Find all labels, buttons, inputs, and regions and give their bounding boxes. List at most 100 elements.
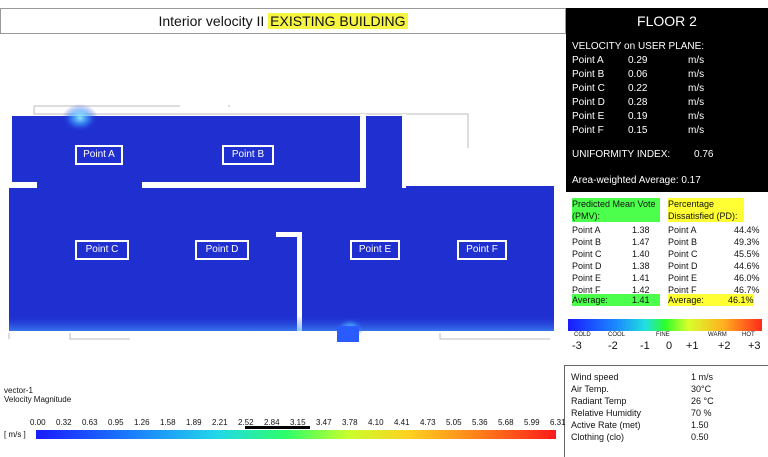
comfort-row: Point C 1.40 Point C 45.5% — [572, 248, 766, 260]
scale-num: +1 — [686, 340, 699, 352]
condition-row: Radiant Temp 26 °C — [571, 395, 761, 407]
wall — [297, 232, 302, 331]
pmv-heading: Predicted Mean Vote (PMV): — [572, 198, 660, 222]
condition-value: 26 °C — [691, 396, 714, 406]
legend-tick: 1.26 — [134, 418, 150, 427]
pmv-value: 1.41 — [632, 273, 650, 283]
legend-tick: 2.21 — [212, 418, 228, 427]
velocity-row: Point B 0.06 m/s — [572, 68, 762, 82]
ppd-value: 45.5% — [734, 249, 760, 259]
pmv-value: 1.38 — [632, 225, 650, 235]
legend-tick: 1.89 — [186, 418, 202, 427]
conditions-panel: Wind speed 1 m/s Air Temp. 30°C Radiant Temp… — [564, 365, 768, 457]
page-title: Interior velocity II EXISTING BUILDING — [0, 8, 566, 34]
pmv-value: 1.40 — [632, 249, 650, 259]
velocity-value: 0.28 — [628, 97, 648, 108]
base-outline — [8, 333, 550, 340]
velocity-point: Point C — [572, 83, 605, 94]
velocity-unit: m/s — [688, 83, 705, 94]
scale-word-cold: COLD — [574, 332, 591, 338]
legend-unit: [ m/s ] — [4, 430, 26, 439]
condition-label: Relative Humidity — [571, 408, 642, 418]
legend-tick: 0.63 — [82, 418, 98, 427]
uniformity-row: UNIFORMITY INDEX: 0.76 — [572, 148, 762, 162]
pmv-scale-words: COLD COOL FINE WARM HOT — [568, 332, 768, 342]
condition-value: 30°C — [691, 384, 712, 394]
point-b-label: Point B — [222, 145, 274, 165]
ppd-value: 46.0% — [734, 273, 760, 283]
opening — [337, 326, 359, 342]
building-outline — [33, 105, 469, 148]
pmv-point: Point A — [572, 225, 601, 235]
velocity-value: 0.22 — [628, 83, 648, 94]
legend-color-bar — [36, 430, 556, 439]
velocity-point: Point E — [572, 111, 605, 122]
velocity-row: Point F 0.15 m/s — [572, 124, 762, 138]
condition-label: Clothing (clo) — [571, 432, 625, 442]
pmv-average-value: 1.41 — [632, 295, 650, 305]
comfort-row: Point A 1.38 Point A 44.4% — [572, 224, 766, 236]
velocity-point: Point B — [572, 69, 605, 80]
legend-tick: 5.68 — [498, 418, 514, 427]
legend-tick: 4.10 — [368, 418, 384, 427]
floor-label: FLOOR 2 — [566, 8, 768, 34]
condition-label: Radiant Temp — [571, 396, 627, 406]
pmv-heading-line1: Predicted Mean Vote — [572, 199, 656, 209]
point-d-label: Point D — [195, 240, 249, 260]
pmv-value: 1.42 — [632, 285, 650, 295]
pmv-scale-numbers: -3 -2 -1 0 +1 +2 +3 — [568, 340, 768, 354]
velocity-unit: m/s — [688, 111, 705, 122]
ppd-point: Point D — [668, 261, 698, 271]
ppd-point: Point F — [668, 285, 697, 295]
velocity-panel: VELOCITY on USER PLANE: Point A 0.29 m/s Po… — [566, 34, 768, 192]
legend-tick: 6.31 — [550, 418, 566, 427]
ppd-point: Point E — [668, 273, 698, 283]
scale-word-fine: FINE — [656, 332, 670, 338]
scale-num: -1 — [640, 340, 650, 352]
condition-row: Active Rate (met) 1.50 — [571, 419, 761, 431]
ppd-value: 46.7% — [734, 285, 760, 295]
velocity-unit: m/s — [688, 69, 705, 80]
scale-word-cool: COOL — [608, 332, 626, 338]
ppd-value: 44.4% — [734, 225, 760, 235]
legend-tick: 2.84 — [264, 418, 280, 427]
ppd-average-label: Average: — [668, 295, 704, 305]
pmv-average-label: Average: — [572, 295, 608, 305]
comfort-row: Point B 1.47 Point B 49.3% — [572, 236, 766, 248]
wall — [276, 232, 302, 237]
condition-row: Wind speed 1 m/s — [571, 371, 761, 383]
uniformity-value: 0.76 — [694, 149, 714, 160]
condition-value: 1 m/s — [691, 372, 714, 382]
floor-glow — [9, 316, 554, 331]
ppd-heading-line1: Percentage — [668, 199, 715, 209]
comfort-row: Point E 1.41 Point E 46.0% — [572, 272, 766, 284]
comfort-table: Predicted Mean Vote (PMV): Percentage Di… — [566, 198, 768, 308]
legend-tick: 4.73 — [420, 418, 436, 427]
condition-label: Air Temp. — [571, 384, 609, 394]
velocity-row: Point D 0.28 m/s — [572, 96, 762, 110]
legend-tick: 0.95 — [108, 418, 124, 427]
velocity-point: Point D — [572, 97, 605, 108]
pmv-point: Point F — [572, 285, 601, 295]
pmv-point: Point D — [572, 261, 602, 271]
condition-value: 70 % — [691, 408, 712, 418]
pmv-value: 1.38 — [632, 261, 650, 271]
legend-title: vector-1 Velocity Magnitude — [4, 386, 71, 404]
point-f-label: Point F — [457, 240, 507, 260]
legend-tick: 2.52 — [238, 418, 254, 427]
ppd-point: Point B — [668, 237, 698, 247]
title-highlight: EXISTING BUILDING — [268, 13, 408, 29]
scale-word-hot: HOT — [742, 332, 755, 338]
ppd-value: 44.6% — [734, 261, 760, 271]
pmv-point: Point E — [572, 273, 602, 283]
condition-label: Wind speed — [571, 372, 619, 382]
velocity-heading: VELOCITY on USER PLANE: — [572, 41, 705, 52]
condition-value: 0.50 — [691, 432, 709, 442]
point-a-label: Point A — [75, 145, 123, 165]
comfort-row: Point D 1.38 Point D 44.6% — [572, 260, 766, 272]
legend-tick: 5.05 — [446, 418, 462, 427]
legend-tick: 4.41 — [394, 418, 410, 427]
ppd-point: Point A — [668, 225, 697, 235]
legend-tick: 5.36 — [472, 418, 488, 427]
velocity-point: Point F — [572, 125, 604, 136]
